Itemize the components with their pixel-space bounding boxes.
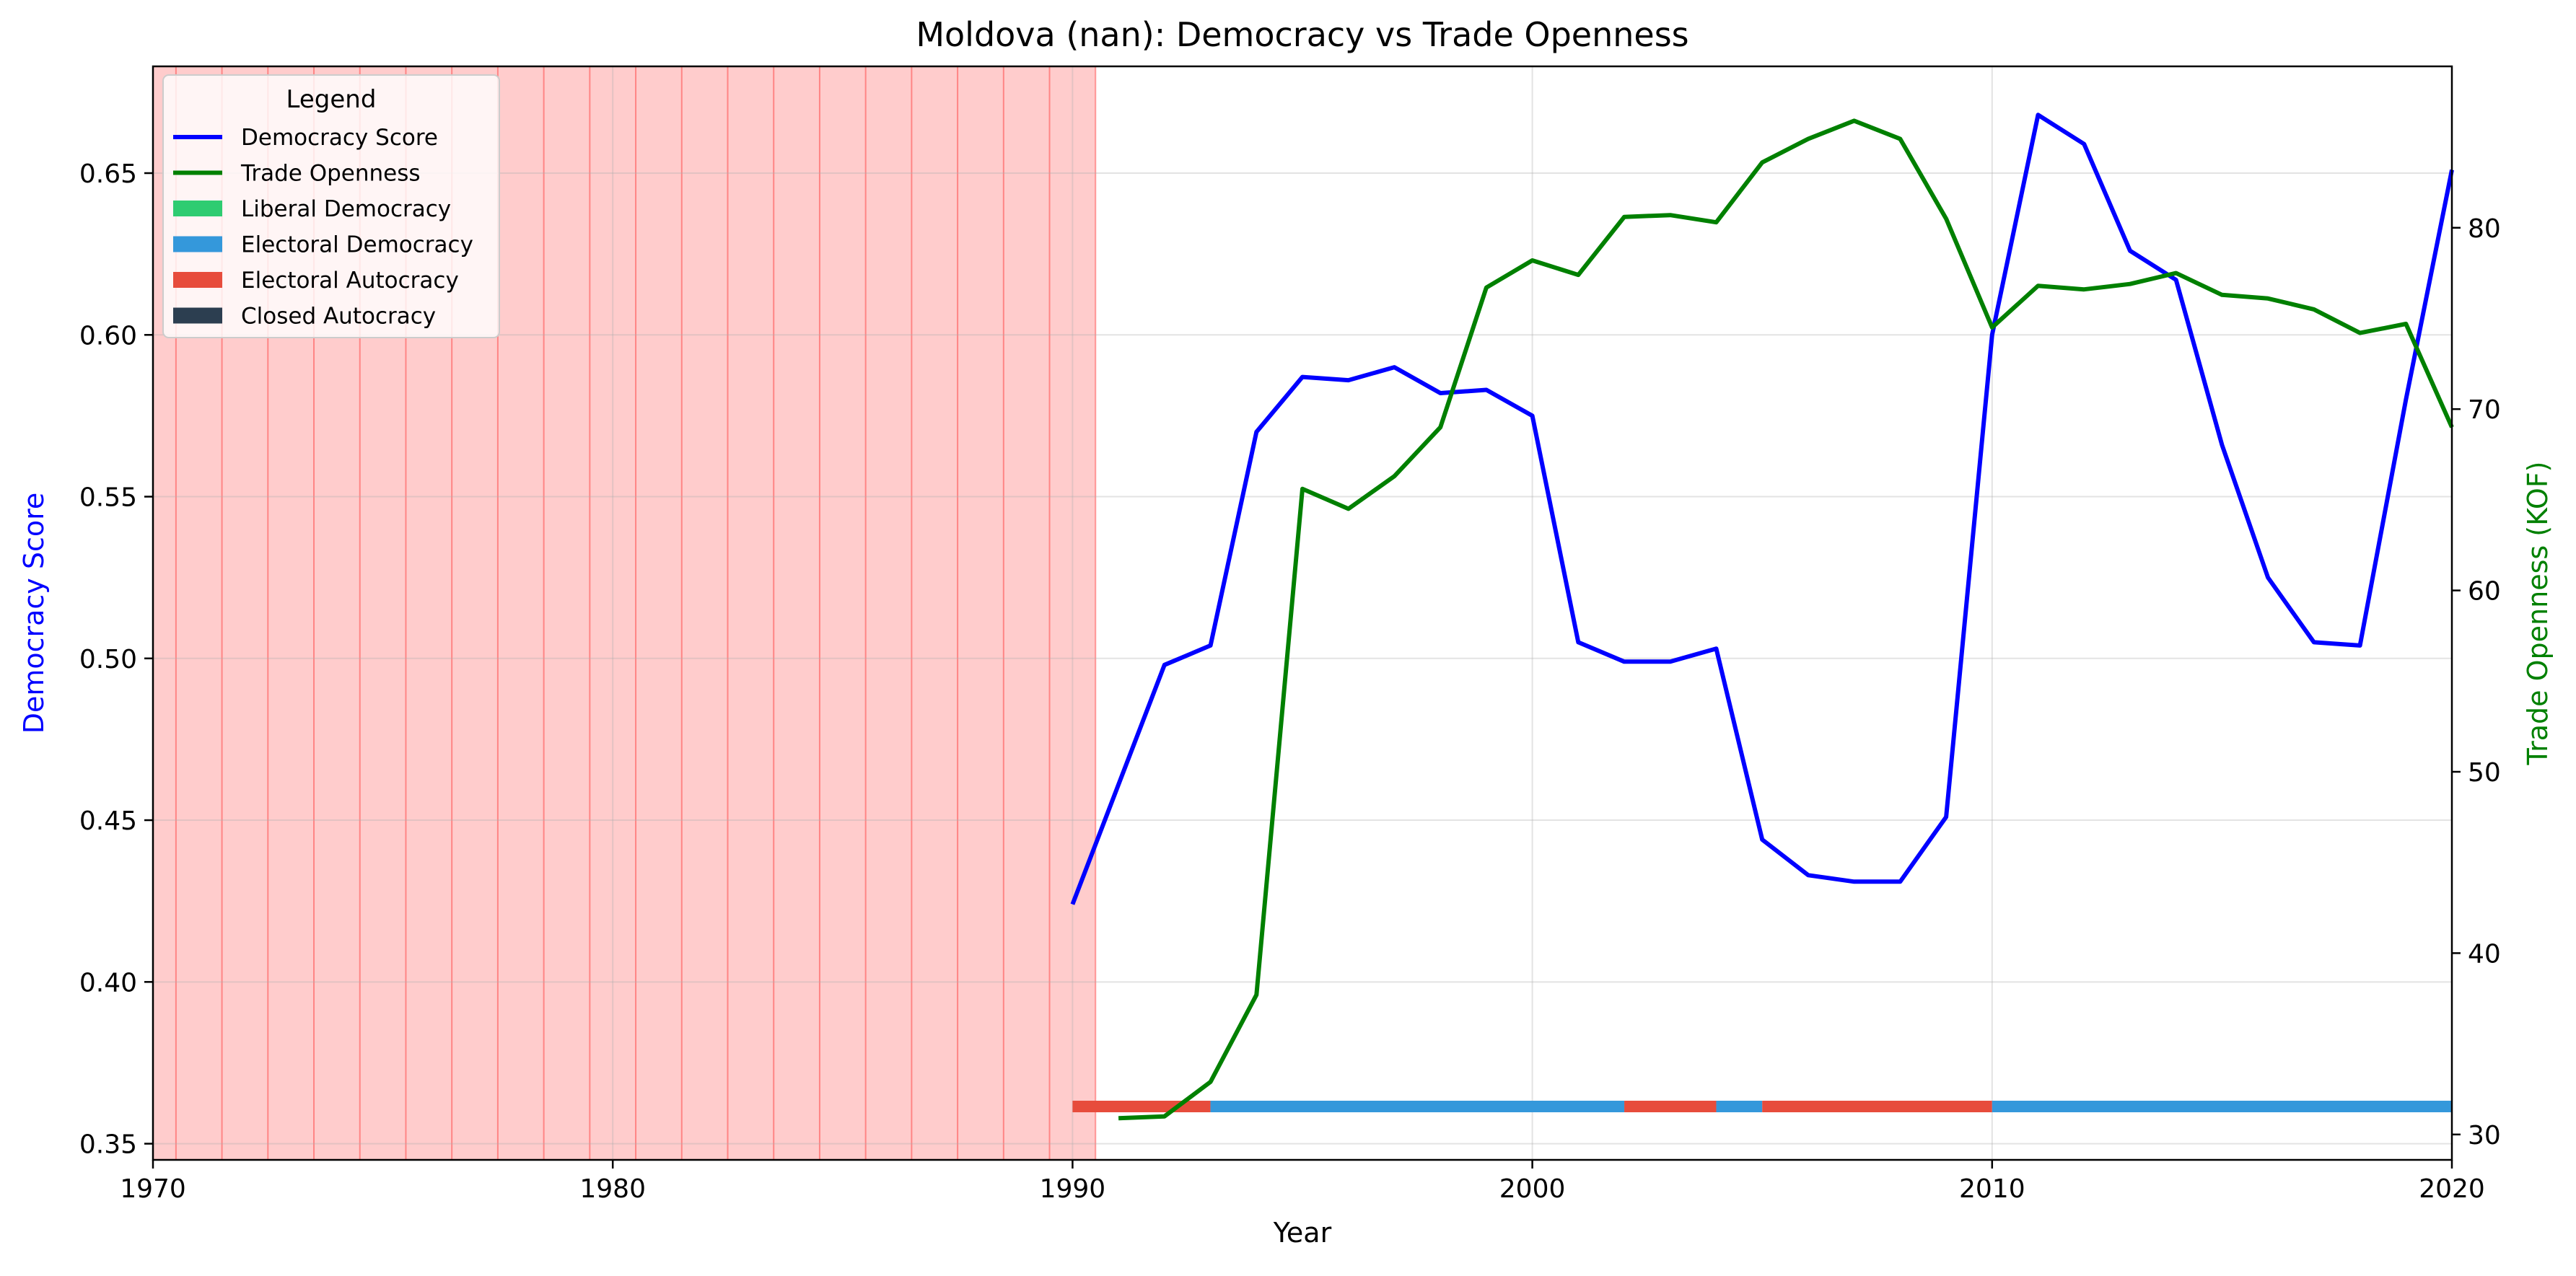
- legend-label: Electoral Democracy: [241, 232, 473, 258]
- y-tick-label-left: 0.35: [79, 1130, 137, 1160]
- y-tick-label-left: 0.50: [79, 645, 137, 674]
- regime-bar: [1072, 1100, 2452, 1112]
- x-axis-label: Year: [1273, 1217, 1332, 1249]
- legend-title: Legend: [286, 85, 377, 114]
- x-tick-label: 1990: [1040, 1174, 1106, 1204]
- legend-label: Closed Autocracy: [241, 304, 436, 330]
- legend: Legend Democracy Score Trade Openness Liber…: [162, 74, 500, 338]
- y-tick-label-right: 40: [2468, 939, 2501, 969]
- regime-segment: [1762, 1100, 1992, 1112]
- legend-patch-swatch: [173, 307, 222, 324]
- legend-label: Liberal Democracy: [241, 196, 451, 222]
- y-tick-label-right: 50: [2468, 758, 2501, 788]
- legend-label: Electoral Autocracy: [241, 268, 459, 294]
- x-tick-label: 2010: [1959, 1174, 2025, 1204]
- x-tick-label: 1980: [579, 1174, 646, 1204]
- y-tick-label-right: 60: [2468, 577, 2501, 607]
- x-tick-label: 2020: [2419, 1174, 2485, 1204]
- regime-segment: [1716, 1100, 1763, 1112]
- y-axis-label-left: Democracy Score: [18, 493, 50, 734]
- legend-label: Democracy Score: [241, 125, 438, 151]
- y-tick-label-left: 0.45: [79, 806, 137, 836]
- y-tick-label-left: 0.65: [79, 159, 137, 189]
- legend-patch-swatch: [173, 201, 222, 216]
- y-tick-label-right: 30: [2468, 1121, 2501, 1150]
- plot-frame: [152, 65, 2453, 1161]
- y-tick-label-right: 70: [2468, 395, 2501, 425]
- regime-segment: [1624, 1100, 1717, 1112]
- legend-patch-swatch: [173, 236, 222, 252]
- democracy-score-line: [1070, 113, 2454, 905]
- y-tick-label-right: 80: [2468, 214, 2501, 244]
- regime-segment: [1072, 1100, 1211, 1112]
- regime-segment: [1992, 1100, 2452, 1112]
- regime-segment: [1210, 1100, 1625, 1112]
- trade-openness-line: [1118, 118, 2454, 1121]
- axes: 1970 1980 1990 2000 2010 2020 0.35 0.40 0.45 0.50…: [79, 159, 2501, 1204]
- legend-label: Trade Openness: [240, 161, 421, 187]
- legend-patch-swatch: [173, 272, 222, 288]
- series-lines: [1070, 113, 2454, 1121]
- legend-box: [162, 74, 500, 338]
- y-tick-label-left: 0.40: [79, 968, 137, 998]
- y-tick-label-left: 0.55: [79, 483, 137, 513]
- x-tick-label: 2000: [1499, 1174, 1566, 1204]
- chart-title: Moldova (nan): Democracy vs Trade Openne…: [916, 15, 1688, 54]
- y-axis-label-right: Trade Openness (KOF): [2522, 461, 2554, 765]
- y-tick-label-left: 0.60: [79, 321, 137, 351]
- x-tick-label: 1970: [120, 1174, 186, 1204]
